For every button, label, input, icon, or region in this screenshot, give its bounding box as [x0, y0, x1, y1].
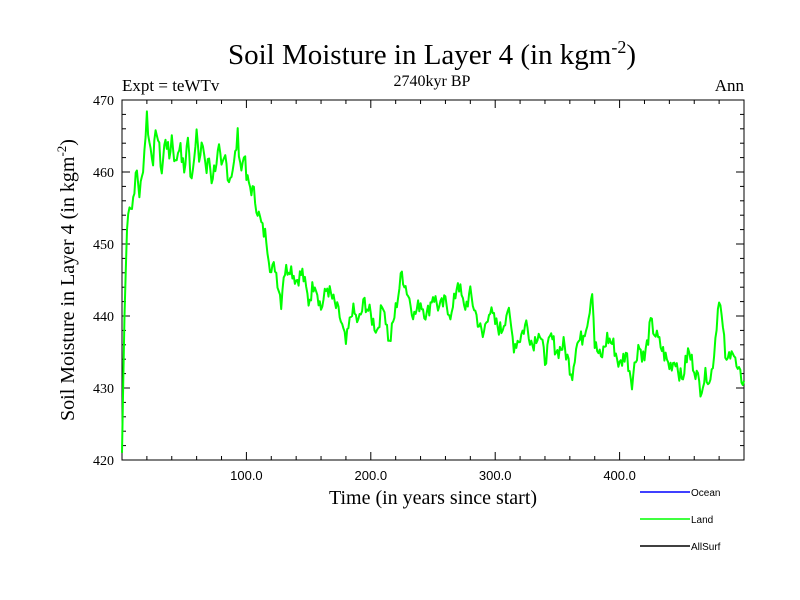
legend: Ocean Land AllSurf [640, 488, 721, 553]
y-axis-label: Soil Moisture in Layer 4 (in kgm-2) [54, 139, 79, 421]
x-tick-label: 300.0 [479, 468, 512, 483]
x-tick-label: 400.0 [603, 468, 636, 483]
x-tick-label: 200.0 [355, 468, 388, 483]
y-tick-label: 420 [93, 454, 114, 469]
chart-title: Soil Moisture in Layer 4 (in kgm-2) [228, 37, 636, 71]
legend-label-allsurf: AllSurf [691, 542, 721, 553]
x-axis-label: Time (in years since start) [329, 487, 537, 509]
y-tick-label: 470 [93, 94, 114, 109]
x-tick-label: 100.0 [230, 468, 263, 483]
subtitle-left: Expt = teWTv [122, 76, 220, 95]
y-tick-label: 460 [93, 166, 114, 181]
plot-frame [121, 99, 745, 461]
y-tick-label: 430 [93, 382, 114, 397]
y-axis: 420 430 440 450 460 470 [93, 94, 744, 469]
subtitle-center: 2740kyr BP [394, 73, 471, 90]
y-tick-label: 440 [93, 310, 114, 325]
legend-label-land: Land [691, 515, 713, 526]
subtitle-right: Ann [715, 76, 745, 95]
x-axis: 100.0 200.0 300.0 400.0 [146, 100, 720, 483]
series-line-land [121, 110, 745, 453]
legend-label-ocean: Ocean [691, 488, 720, 499]
y-tick-label: 450 [93, 238, 114, 253]
